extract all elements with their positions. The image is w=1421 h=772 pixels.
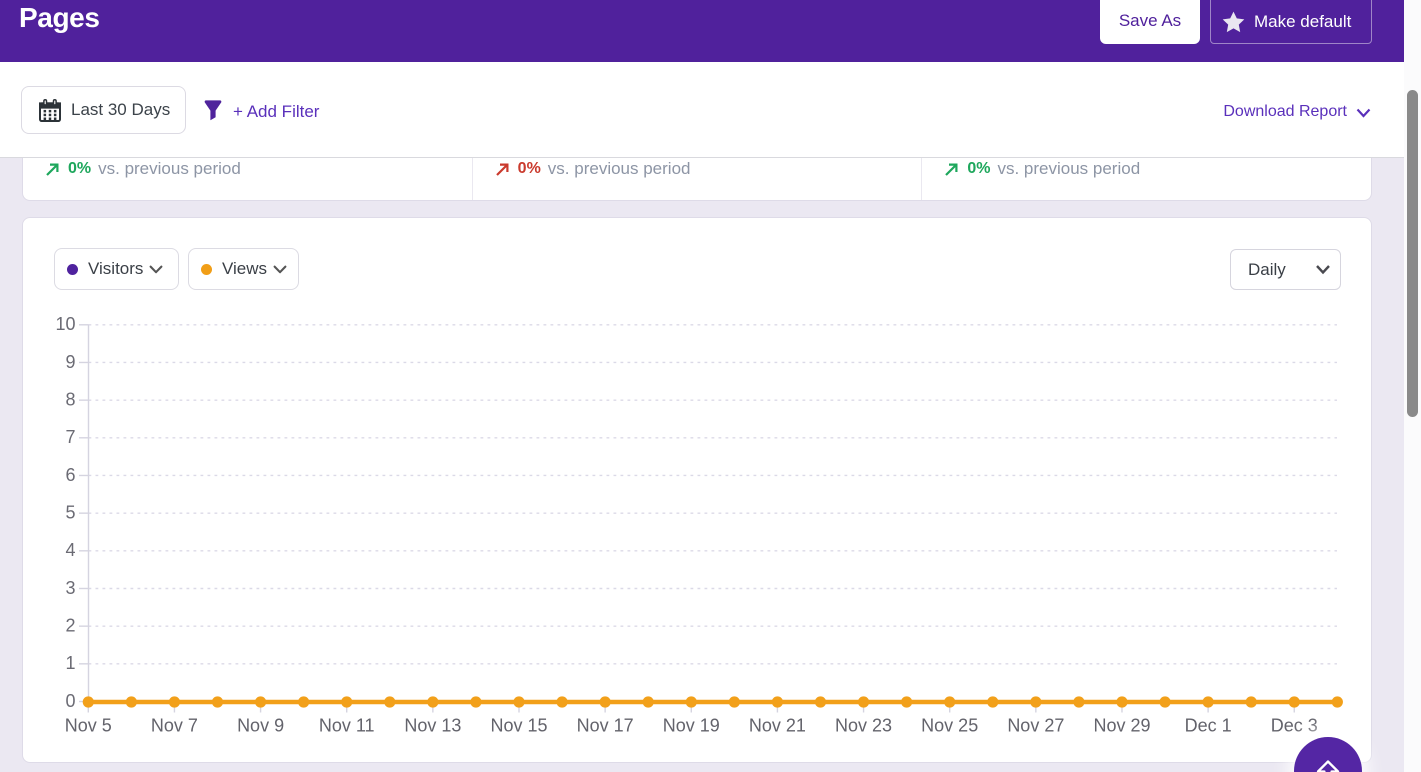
svg-text:0: 0: [65, 691, 75, 711]
svg-text:6: 6: [65, 465, 75, 485]
svg-text:2: 2: [65, 616, 75, 636]
svg-text:Nov 15: Nov 15: [490, 716, 547, 736]
svg-text:Nov 7: Nov 7: [151, 716, 198, 736]
svg-text:Nov 13: Nov 13: [404, 716, 461, 736]
svg-text:Nov 25: Nov 25: [921, 716, 978, 736]
svg-text:Nov 29: Nov 29: [1093, 716, 1150, 736]
svg-text:Nov 5: Nov 5: [65, 716, 112, 736]
svg-text:Dec 1: Dec 1: [1185, 716, 1232, 736]
svg-text:3: 3: [65, 578, 75, 598]
svg-text:Nov 23: Nov 23: [835, 716, 892, 736]
svg-text:Nov 19: Nov 19: [663, 716, 720, 736]
svg-text:Dec 3: Dec 3: [1271, 716, 1318, 736]
svg-text:Nov 9: Nov 9: [237, 716, 284, 736]
svg-text:Nov 21: Nov 21: [749, 716, 806, 736]
svg-text:Nov 11: Nov 11: [319, 716, 375, 736]
svg-text:9: 9: [65, 352, 75, 372]
svg-text:4: 4: [65, 540, 75, 560]
svg-text:8: 8: [65, 390, 75, 410]
svg-text:Nov 27: Nov 27: [1007, 716, 1064, 736]
svg-text:Nov 17: Nov 17: [577, 716, 634, 736]
svg-text:10: 10: [55, 314, 75, 334]
svg-text:1: 1: [65, 653, 75, 673]
svg-text:7: 7: [65, 427, 75, 447]
svg-text:5: 5: [65, 503, 75, 523]
